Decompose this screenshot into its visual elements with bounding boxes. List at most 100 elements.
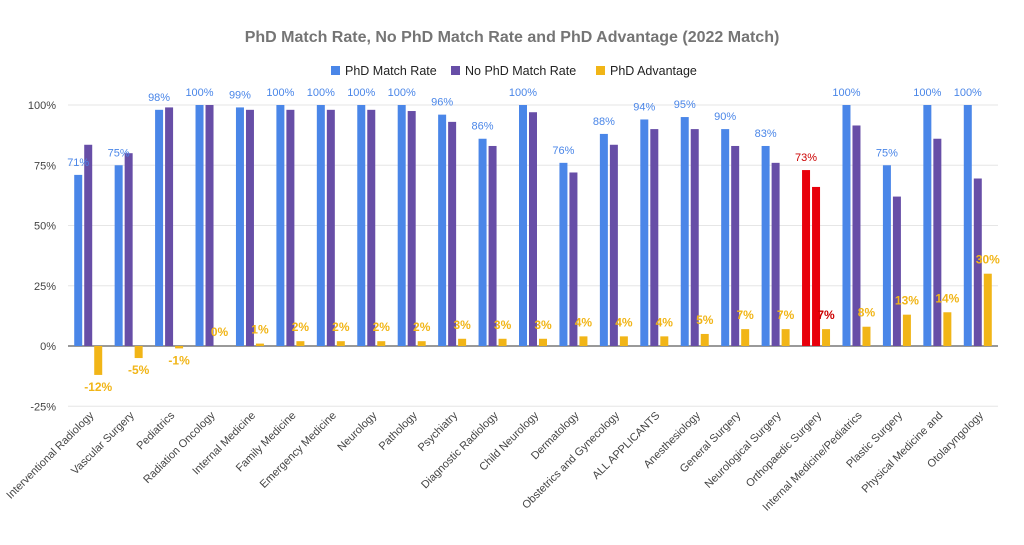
bar-phd-match-rate-otolaryngology [963,105,972,346]
bar-phd-advantage-emergency-medicine [336,341,345,346]
y-tick-label: 0% [40,341,56,353]
data-labels: 71% -12% 75% -5% 98% -1% 100% 0% 99% 1% 100% 2% 100%… [67,87,1000,394]
bar-phd-advantage-vascular-surgery [134,346,143,359]
data-label-phd-advantage: -5% [128,363,150,377]
bar-phd-match-rate-physical-medicine-and [923,105,932,346]
bar-phd-advantage-neurology [377,341,386,346]
data-label-phd-advantage: 4% [575,315,593,329]
data-label-phd-match-rate: 95% [674,99,696,111]
data-label-phd-match-rate: 100% [832,87,860,99]
bar-phd-advantage-child-neurology [539,338,547,346]
bar-no-phd-match-rate-radiation-oncology [205,105,214,346]
data-label-phd-advantage: 1% [251,323,269,337]
bar-phd-match-rate-general-surgery [721,129,730,346]
bar-phd-advantage-plastic-surgery [902,314,911,346]
bar-no-phd-match-rate-emergency-medicine [326,109,335,346]
data-label-phd-advantage: 4% [615,315,633,329]
bars [74,105,992,375]
data-label-phd-match-rate: 100% [266,87,294,99]
data-label-phd-match-rate: 96% [431,97,453,109]
y-tick-label: 75% [34,160,56,172]
data-label-phd-match-rate: 86% [472,121,494,133]
bar-no-phd-match-rate-neurology [367,109,376,346]
bar-phd-match-rate-pediatrics [155,109,164,346]
bar-phd-match-rate-internal-medicine [235,107,244,346]
bar-no-phd-match-rate-physical-medicine-and [933,138,942,346]
bar-no-phd-match-rate-otolaryngology [973,178,982,346]
legend-swatch [331,66,340,75]
y-axis-ticks: -25% 0% 25% 50% 75% 100% [28,100,56,413]
bar-phd-match-rate-vascular-surgery [114,165,123,346]
data-label-phd-match-rate: 83% [755,128,777,140]
y-tick-label: -25% [30,401,56,413]
data-label-phd-match-rate: 94% [633,101,655,113]
x-tick-label: Physical Medicine and [860,410,946,496]
legend-label: PhD Match Rate [345,64,437,78]
bar-phd-advantage-neurological-surgery [781,329,790,346]
legend-label: No PhD Match Rate [465,64,576,78]
bar-no-phd-match-rate-obstetrics-and-gynecology [609,144,618,346]
bar-no-phd-match-rate-neurological-surgery [771,162,780,346]
bar-phd-match-rate-dermatology [559,162,568,346]
legend: PhD Match Rate No PhD Match Rate PhD Advan… [331,64,697,78]
data-label-phd-match-rate: 100% [509,87,537,99]
data-label-phd-advantage: 4% [656,315,674,329]
bar-phd-match-rate-emergency-medicine [316,105,325,346]
x-tick-label: Pathology [377,409,420,452]
data-label-phd-advantage: 5% [696,313,714,327]
legend-item-phd-match-rate: PhD Match Rate [331,64,437,78]
data-label-phd-match-rate: 75% [108,147,130,159]
legend-item-no-phd-match-rate: No PhD Match Rate [451,64,576,78]
bar-no-phd-match-rate-interventional-radiology [84,144,93,346]
bar-phd-advantage-obstetrics-and-gynecology [619,336,628,346]
x-tick-label: Radiation Oncology [141,409,218,486]
x-tick-label: Neurology [335,409,379,453]
data-label-phd-advantage: 0% [211,325,229,339]
bar-phd-match-rate-internal-medicine-pediatrics [842,105,851,346]
bar-no-phd-match-rate-pathology [407,111,416,347]
bar-phd-advantage-anesthesiology [700,333,709,346]
data-label-phd-match-rate: 88% [593,116,615,128]
bar-phd-advantage-dermatology [579,336,588,346]
data-label-phd-match-rate: 100% [388,87,416,99]
bar-no-phd-match-rate-general-surgery [731,145,740,346]
bar-no-phd-match-rate-diagnostic-radiology [488,145,497,346]
data-label-phd-match-rate: 99% [229,89,251,101]
data-label-phd-match-rate: 100% [954,87,982,99]
y-tick-label: 25% [34,281,56,293]
legend-swatch [451,66,460,75]
x-tick-label: Diagnostic Radiology [419,409,501,491]
data-label-phd-match-rate: 71% [67,157,89,169]
bar-phd-match-rate-child-neurology [519,105,527,346]
bar-phd-advantage-diagnostic-radiology [498,338,507,346]
bar-no-phd-match-rate-vascular-surgery [124,153,133,346]
data-label-phd-advantage: 14% [935,291,959,305]
bar-phd-match-rate-obstetrics-and-gynecology [599,133,608,346]
bar-phd-match-rate-diagnostic-radiology [478,138,487,346]
data-label-phd-advantage: 30% [976,253,1000,267]
data-label-phd-match-rate: 76% [552,145,574,157]
bar-phd-match-rate-radiation-oncology [195,105,204,346]
data-label-phd-advantage: 2% [292,320,310,334]
data-label-phd-advantage: 7% [777,308,795,322]
bar-phd-advantage-interventional-radiology [94,346,103,375]
bar-no-phd-match-rate-child-neurology [529,112,537,346]
bar-no-phd-match-rate-orthopaedic-surgery [812,186,821,346]
legend-label: PhD Advantage [610,64,697,78]
data-label-phd-match-rate: 100% [913,87,941,99]
bar-phd-advantage-orthopaedic-surgery [822,329,831,346]
data-label-phd-advantage: 2% [413,320,431,334]
y-tick-label: 100% [28,100,56,112]
bar-phd-advantage-physical-medicine-and [943,312,952,346]
data-label-phd-match-rate: 100% [185,87,213,99]
bar-phd-match-rate-neurology [357,105,366,346]
bar-no-phd-match-rate-plastic-surgery [892,196,901,346]
data-label-phd-advantage: 13% [895,294,919,308]
x-tick-label: Pediatrics [135,409,178,452]
bar-phd-match-rate-anesthesiology [680,117,689,346]
bar-no-phd-match-rate-all-applicants [650,129,659,346]
data-label-phd-advantage: 2% [373,320,391,334]
bar-no-phd-match-rate-anesthesiology [690,129,699,346]
